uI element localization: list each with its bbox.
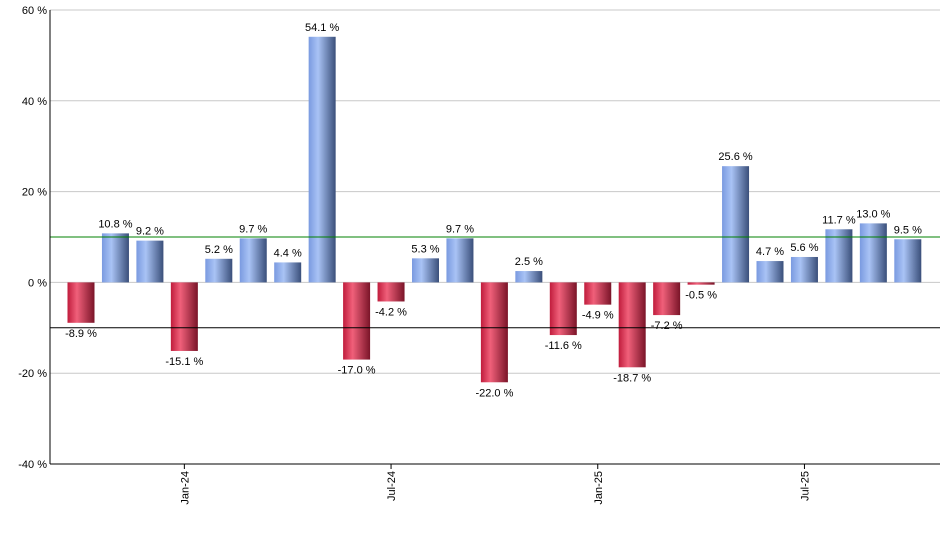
bar <box>859 223 887 283</box>
bar <box>446 238 474 283</box>
bar <box>136 240 164 283</box>
data-label: 25.6 % <box>718 151 752 163</box>
bar <box>308 36 336 283</box>
x-tick-label: Jan-25 <box>593 471 605 505</box>
x-tick-label: Jul-24 <box>386 471 398 501</box>
data-label: 5.2 % <box>205 244 233 256</box>
bar <box>239 238 267 283</box>
bar <box>170 282 198 351</box>
data-label: -8.9 % <box>65 328 97 340</box>
data-label: 10.8 % <box>98 218 132 230</box>
data-label: 9.7 % <box>446 223 474 235</box>
bar <box>756 261 784 283</box>
y-tick-label: 40 % <box>22 96 47 108</box>
x-tick-label: Jan-24 <box>179 471 191 505</box>
data-label: -4.9 % <box>582 310 614 322</box>
bar <box>274 262 302 283</box>
data-label: -0.5 % <box>685 290 717 302</box>
data-label: 11.7 % <box>822 214 856 226</box>
bar <box>377 282 405 302</box>
bar <box>412 258 439 283</box>
bar <box>894 239 922 283</box>
bar <box>101 233 129 283</box>
bar <box>687 282 715 285</box>
bar <box>653 282 681 316</box>
bar <box>618 282 646 368</box>
data-label: 5.3 % <box>411 243 439 255</box>
data-label: -15.1 % <box>165 356 203 368</box>
data-label: 9.7 % <box>239 223 267 235</box>
data-label: -4.2 % <box>375 306 407 318</box>
bar <box>480 282 508 383</box>
data-label: 4.7 % <box>756 246 784 258</box>
bar <box>549 282 577 336</box>
bar <box>825 229 853 283</box>
data-label: -17.0 % <box>338 365 376 377</box>
bar <box>584 282 612 305</box>
bar <box>205 258 233 283</box>
y-tick-label: -40 % <box>18 459 47 471</box>
data-label: -22.0 % <box>475 387 513 399</box>
data-label: -11.6 % <box>545 340 582 352</box>
data-label: 13.0 % <box>856 208 890 220</box>
y-tick-label: -20 % <box>18 368 47 380</box>
bar <box>722 166 750 283</box>
data-label: 4.4 % <box>274 247 302 259</box>
x-tick-label: Jul-25 <box>799 471 811 501</box>
data-label: -18.7 % <box>613 372 651 384</box>
data-label: 9.5 % <box>894 224 922 236</box>
data-label: 5.6 % <box>790 242 818 254</box>
y-tick-label: 20 % <box>22 187 47 199</box>
data-label: 9.2 % <box>136 226 164 238</box>
bar <box>343 282 371 360</box>
y-tick-label: 0 % <box>28 277 47 289</box>
data-label: 54.1 % <box>305 22 339 34</box>
bar <box>67 282 95 323</box>
bar <box>515 271 543 283</box>
data-label: -7.2 % <box>651 320 683 332</box>
y-tick-label: 60 % <box>22 5 47 17</box>
bar <box>790 256 818 283</box>
data-label: 2.5 % <box>515 256 543 268</box>
